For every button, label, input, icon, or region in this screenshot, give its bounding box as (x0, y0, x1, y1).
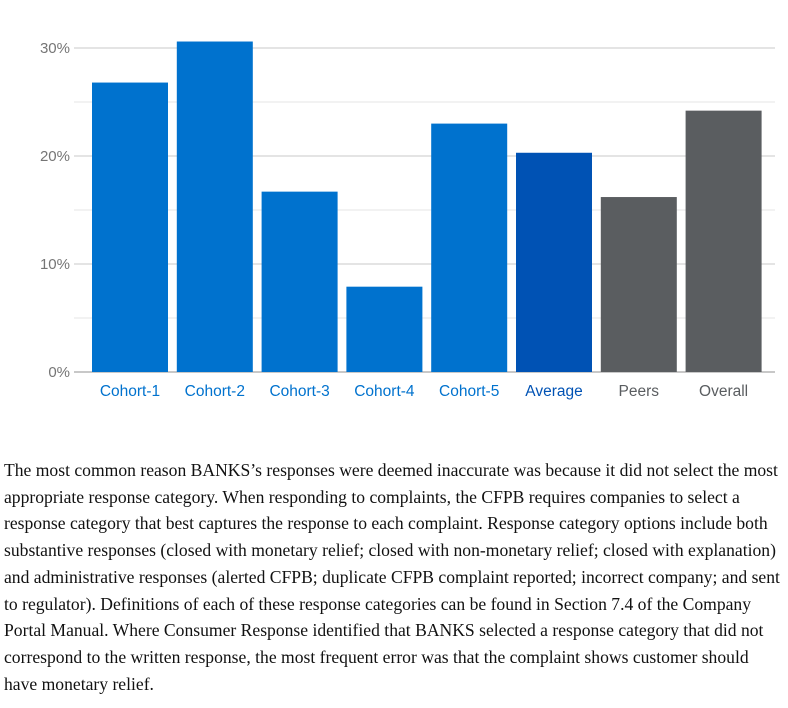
x-tick-label-cohort-1: Cohort-1 (100, 383, 160, 400)
x-tick-label-overall: Overall (699, 383, 748, 400)
bars (92, 41, 762, 373)
bar-peers (600, 197, 677, 372)
y-tick-label: 10% (40, 256, 70, 273)
bar-chart: 0%10%20%30% Cohort-1 Cohort-2 Cohort-3 Coho… (40, 40, 775, 400)
y-axis-ticks: 0% 10% 20% 30% (40, 40, 70, 381)
bar-cohort-2 (176, 41, 253, 373)
x-tick-label-peers: Peers (619, 383, 660, 400)
bar-cohort-4 (346, 286, 423, 372)
y-tick-label: 30% (40, 40, 70, 57)
bar-overall (685, 110, 762, 372)
bar-cohort-5 (431, 123, 508, 372)
x-tick-label-cohort-4: Cohort-4 (354, 383, 415, 400)
x-tick-label-average: Average (525, 383, 582, 400)
bar-average (516, 152, 592, 372)
body-paragraph: The most common reason BANKS’s responses… (4, 460, 780, 694)
bar-cohort-1 (92, 82, 168, 372)
x-tick-label-cohort-5: Cohort-5 (439, 383, 499, 400)
y-tick-label: 0% (48, 364, 70, 381)
bar-cohort-3 (261, 191, 338, 372)
x-axis-ticks: Cohort-1 Cohort-2 Cohort-3 Cohort-4 Cohort-5… (100, 383, 748, 400)
y-tick-label: 20% (40, 148, 70, 165)
x-tick-label-cohort-2: Cohort-2 (185, 383, 245, 400)
x-tick-label-cohort-3: Cohort-3 (269, 383, 329, 400)
